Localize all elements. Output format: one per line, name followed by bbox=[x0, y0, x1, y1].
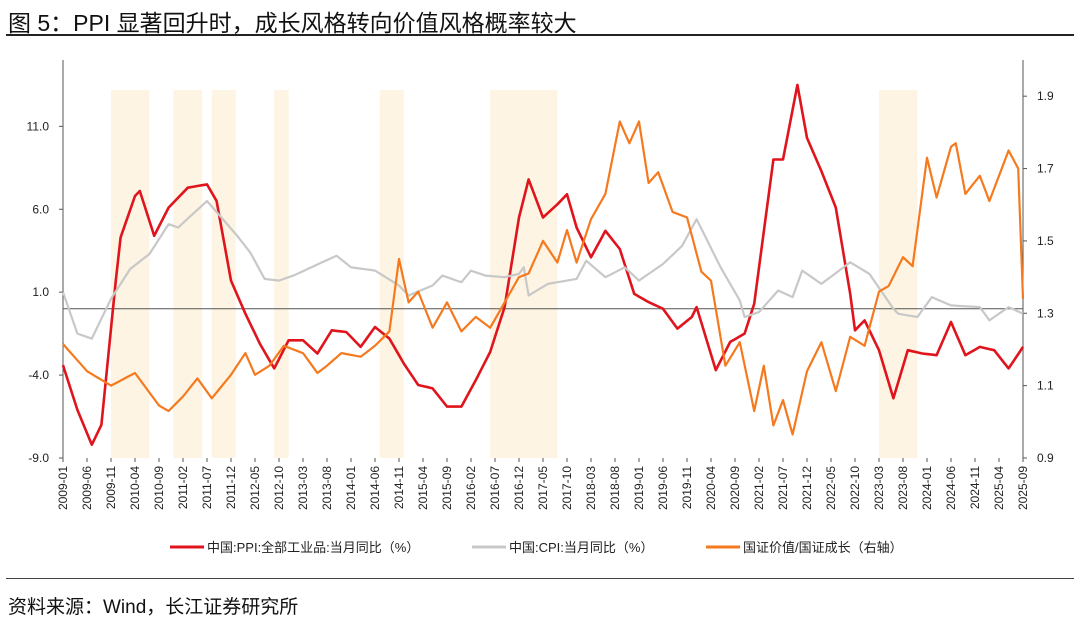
left-tick-label: 6.0 bbox=[32, 202, 49, 216]
x-tick-label: 2025-04 bbox=[992, 466, 1006, 510]
right-tick-label: 0.9 bbox=[1037, 451, 1054, 465]
right-tick-label: 1.9 bbox=[1037, 89, 1054, 103]
x-tick-label: 2021-12 bbox=[800, 466, 814, 510]
source-note: 资料来源：Wind，长江证券研究所 bbox=[8, 597, 299, 618]
x-tick-label: 2011-12 bbox=[224, 466, 238, 509]
shaded-period bbox=[879, 90, 918, 458]
x-tick-label: 2009-01 bbox=[56, 466, 70, 510]
x-tick-label: 2021-07 bbox=[776, 466, 790, 510]
series-line-value-growth-ratio bbox=[62, 120, 1025, 436]
figure-title: 图 5：PPI 显著回升时，成长风格转向价值风格概率较大 bbox=[8, 10, 577, 36]
x-tick-label: 2012-10 bbox=[272, 466, 286, 510]
x-tick-label: 2014-01 bbox=[344, 466, 358, 510]
x-tick-label: 2009-06 bbox=[80, 466, 94, 510]
x-tick-label: 2024-06 bbox=[944, 466, 958, 510]
left-tick-label: 1.0 bbox=[32, 285, 49, 299]
x-tick-label: 2017-05 bbox=[536, 466, 550, 510]
x-tick-label: 2011-02 bbox=[176, 466, 190, 509]
x-tick-label: 2019-06 bbox=[656, 466, 670, 510]
left-tick-label: 11.0 bbox=[27, 119, 50, 133]
x-tick-label: 2011-07 bbox=[200, 466, 214, 509]
x-tick-label: 2016-02 bbox=[464, 466, 478, 510]
x-tick-label: 2023-08 bbox=[896, 466, 910, 510]
x-tick-label: 2016-07 bbox=[488, 466, 502, 510]
x-tick-label: 2010-04 bbox=[128, 466, 142, 510]
shaded-period bbox=[211, 90, 236, 458]
x-tick-label: 2023-03 bbox=[872, 466, 886, 510]
x-tick-label: 2020-09 bbox=[728, 466, 742, 510]
legend-label: 中国:PPI:全部工业品:当月同比（%） bbox=[207, 540, 419, 555]
left-tick-label: -9.0 bbox=[28, 451, 49, 465]
right-tick-label: 1.1 bbox=[1037, 379, 1054, 393]
right-tick-label: 1.5 bbox=[1037, 234, 1054, 248]
series-line-cpi bbox=[61, 199, 1024, 340]
x-tick-label: 2022-10 bbox=[848, 466, 862, 510]
x-tick-label: 2014-11 bbox=[392, 466, 406, 509]
right-tick-label: 1.3 bbox=[1037, 306, 1054, 320]
x-tick-label: 2020-04 bbox=[704, 466, 718, 510]
source-rule bbox=[6, 578, 1074, 579]
shaded-period bbox=[379, 90, 404, 458]
x-tick-label: 2019-11 bbox=[680, 466, 694, 509]
right-tick-label: 1.7 bbox=[1037, 162, 1054, 176]
x-tick-label: 2016-12 bbox=[512, 466, 526, 510]
x-tick-label: 2018-03 bbox=[584, 466, 598, 510]
x-tick-label: 2021-02 bbox=[752, 466, 766, 510]
x-tick-label: 2018-08 bbox=[608, 466, 622, 510]
left-tick-label: -4.0 bbox=[28, 368, 49, 382]
x-tick-label: 2010-09 bbox=[152, 466, 166, 510]
x-tick-label: 2025-09 bbox=[1016, 466, 1030, 510]
legend-label: 中国:CPI:当月同比（%） bbox=[509, 540, 653, 555]
x-tick-label: 2015-04 bbox=[416, 466, 430, 510]
x-tick-label: 2013-08 bbox=[320, 466, 334, 510]
x-tick-label: 2012-05 bbox=[248, 466, 262, 510]
x-tick-label: 2017-10 bbox=[560, 466, 574, 510]
x-tick-label: 2015-09 bbox=[440, 466, 454, 510]
x-tick-label: 2024-11 bbox=[968, 466, 982, 509]
x-tick-label: 2024-01 bbox=[920, 466, 934, 510]
shaded-period bbox=[173, 90, 203, 458]
x-tick-label: 2009-11 bbox=[104, 466, 118, 509]
x-tick-label: 2013-03 bbox=[296, 466, 310, 510]
x-tick-label: 2019-01 bbox=[632, 466, 646, 510]
series-line-ppi bbox=[61, 83, 1025, 446]
shaded-period bbox=[490, 90, 558, 458]
x-tick-label: 2014-06 bbox=[368, 466, 382, 510]
legend-label: 国证价值/国证成长（右轴） bbox=[743, 540, 903, 555]
x-tick-label: 2022-05 bbox=[824, 466, 838, 510]
title-rule bbox=[6, 34, 1074, 36]
shaded-period bbox=[274, 90, 289, 458]
